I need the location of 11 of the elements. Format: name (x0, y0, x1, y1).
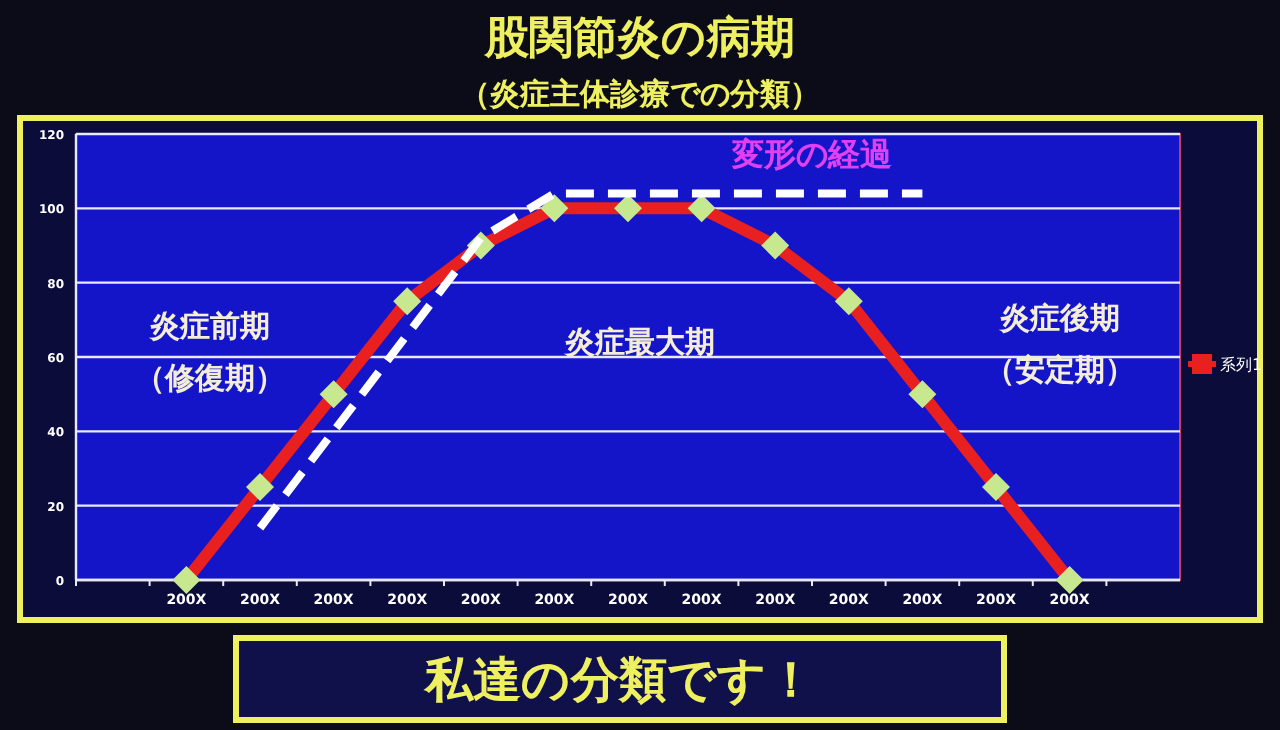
annotation: 炎症後期 (998, 300, 1120, 336)
chart-title: 股関節炎の病期 (483, 14, 795, 64)
series-label: 変形の経過 (730, 135, 895, 174)
legend-label: 系列1 (1220, 356, 1263, 374)
chart-subtitle: （炎症主体診療での分類） (460, 76, 820, 112)
annotation: 炎症最大期 (563, 324, 715, 360)
legend: 系列1 (1188, 354, 1263, 374)
annotation: （安定期） (985, 352, 1135, 388)
text: 私達の分類です！ (423, 652, 815, 708)
annotation: （修復期） (135, 360, 285, 396)
annotation: 炎症前期 (148, 308, 270, 344)
